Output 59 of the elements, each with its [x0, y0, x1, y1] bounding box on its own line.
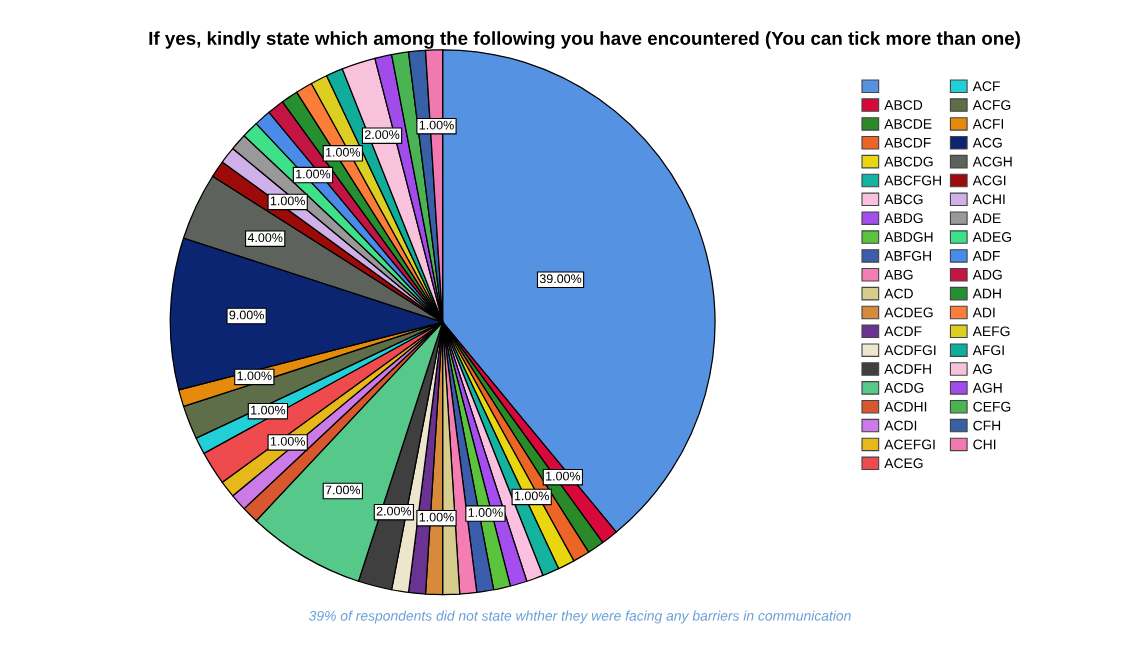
legend-label: ACDG: [884, 382, 924, 393]
legend-label: ADH: [972, 288, 1001, 299]
text: 39% of respondents did not state whther they were facing any barriers in communication: [308, 610, 851, 624]
legend-label: ABDG: [884, 213, 923, 224]
legend-label: AGH: [972, 382, 1002, 393]
data-label: 1.00%: [419, 512, 454, 522]
legend-label: ABCD: [884, 100, 923, 110]
legend-label: ABCG: [884, 194, 923, 205]
data-label: 1.00%: [326, 147, 361, 157]
legend-label: ACDI: [884, 420, 917, 431]
data-label: 2.00%: [376, 506, 412, 516]
data-label: 7.00%: [325, 485, 361, 495]
legend-label: ACG: [972, 137, 1002, 148]
legend-label: ACD: [884, 288, 913, 299]
legend-label: ABFGH: [884, 250, 931, 261]
legend-label: ADF: [972, 251, 1000, 261]
data-label: 1.00%: [270, 196, 305, 206]
chart-title: If yes, kindly state which among the following you have encountered (You can tick more than one): [149, 31, 1020, 49]
data-label: 1.00%: [270, 436, 305, 446]
legend-label: ACGI: [972, 175, 1006, 186]
legend-label: ADI: [972, 307, 995, 318]
legend-label: AG: [972, 364, 992, 374]
legend-label: AFGI: [972, 345, 1004, 356]
data-label: 1.00%: [514, 491, 549, 501]
data-label: 39.00%: [539, 274, 582, 284]
legend-label: ADEG: [972, 232, 1011, 242]
legend-label: ACDEG: [884, 307, 933, 318]
legend-label: CEFG: [973, 401, 1011, 412]
legend-label: ACDF: [884, 326, 922, 337]
legend-label: ACEFGI: [884, 439, 935, 450]
data-label: 1.00%: [237, 371, 272, 381]
legend-label: ACDHI: [884, 401, 927, 412]
data-label: 9.00%: [229, 310, 264, 320]
legend-label: ABDGH: [884, 232, 933, 242]
legend-label: CHI: [973, 439, 996, 450]
data-label: 1.00%: [251, 405, 286, 415]
legend-label: ACFG: [972, 100, 1011, 110]
legend-label: AEFG: [972, 326, 1010, 337]
legend-label: ABCDG: [884, 156, 933, 167]
data-label: 1.00%: [419, 120, 454, 130]
legend-label: ACDFGI: [884, 345, 936, 356]
legend-label: ACGH: [972, 156, 1012, 167]
legend-label: ABCDE: [884, 118, 932, 129]
data-label: 1.00%: [296, 169, 331, 179]
legend-label: ACFI: [972, 118, 1004, 129]
data-label: 1.00%: [546, 471, 581, 481]
data-label: 4.00%: [247, 233, 283, 243]
legend-label: ABCFGH: [884, 175, 941, 186]
legend-label: ADG: [972, 269, 1002, 280]
legend-label: ACDFH: [884, 364, 931, 374]
legend-label: CFH: [973, 420, 1001, 431]
legend-label: ACF: [972, 81, 1000, 92]
legend-label: ACHI: [972, 194, 1005, 205]
data-label: 1.00%: [468, 508, 503, 517]
legend-label: ADE: [972, 213, 1001, 223]
legend-label: ACEG: [884, 458, 923, 469]
data-label: 2.00%: [364, 130, 400, 139]
legend-label: ABCDF: [884, 137, 931, 148]
legend-label: ABG: [884, 269, 913, 280]
